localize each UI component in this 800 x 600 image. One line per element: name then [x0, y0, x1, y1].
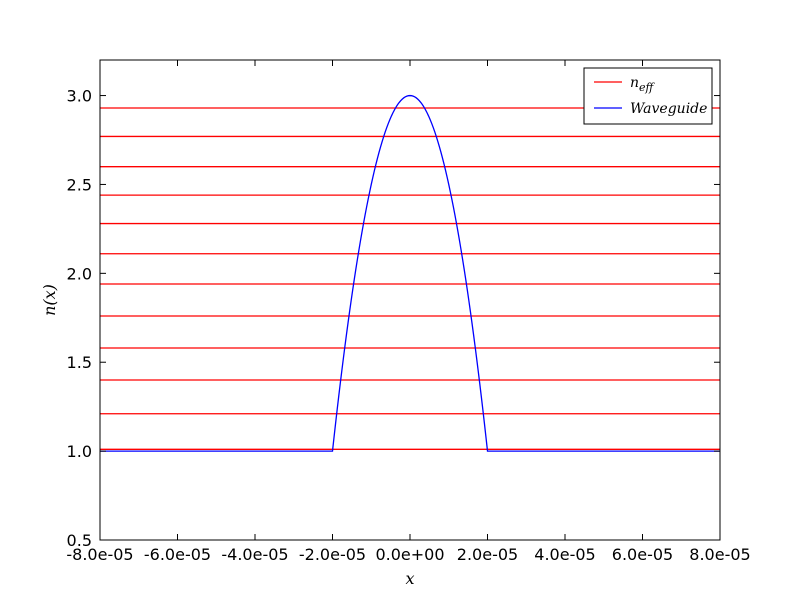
x-tick-label: 6.0e-05: [612, 545, 673, 564]
y-tick-label: 2.5: [67, 175, 92, 194]
x-axis-label: x: [405, 569, 414, 588]
x-tick-label: -2.0e-05: [299, 545, 366, 564]
x-tick-label: 0.0e+00: [375, 545, 444, 564]
y-tick-label: 1.0: [67, 442, 92, 461]
x-tick-label: -6.0e-05: [144, 545, 211, 564]
x-tick-label: 8.0e-05: [689, 545, 750, 564]
legend-label: neff: [630, 75, 656, 94]
x-tick-label: 4.0e-05: [534, 545, 595, 564]
y-tick-label: 2.0: [67, 264, 92, 283]
legend-label: Waveguide: [630, 101, 707, 117]
axes-layer: -8.0e-05 -6.0e-05 -4.0e-05 -2.0e-05 0.0e+00 2…: [66, 59, 751, 564]
x-tick-label: -8.0e-05: [66, 545, 133, 564]
plot-frame: [99, 59, 721, 541]
x-tick-label: 2.0e-05: [457, 545, 518, 564]
y-tick-label: 1.5: [67, 353, 92, 372]
legend-box: [583, 67, 713, 125]
y-axis-label: n(x): [40, 284, 59, 316]
plot-area: [100, 94, 720, 452]
legend: neff Waveguide: [583, 67, 713, 125]
waveguide-profile-line: [100, 94, 720, 452]
y-tick-label: 3.0: [67, 87, 92, 106]
x-tick-label: -4.0e-05: [221, 545, 288, 564]
plot-layer: [100, 94, 720, 452]
y-tick-label: 0.5: [67, 531, 92, 550]
